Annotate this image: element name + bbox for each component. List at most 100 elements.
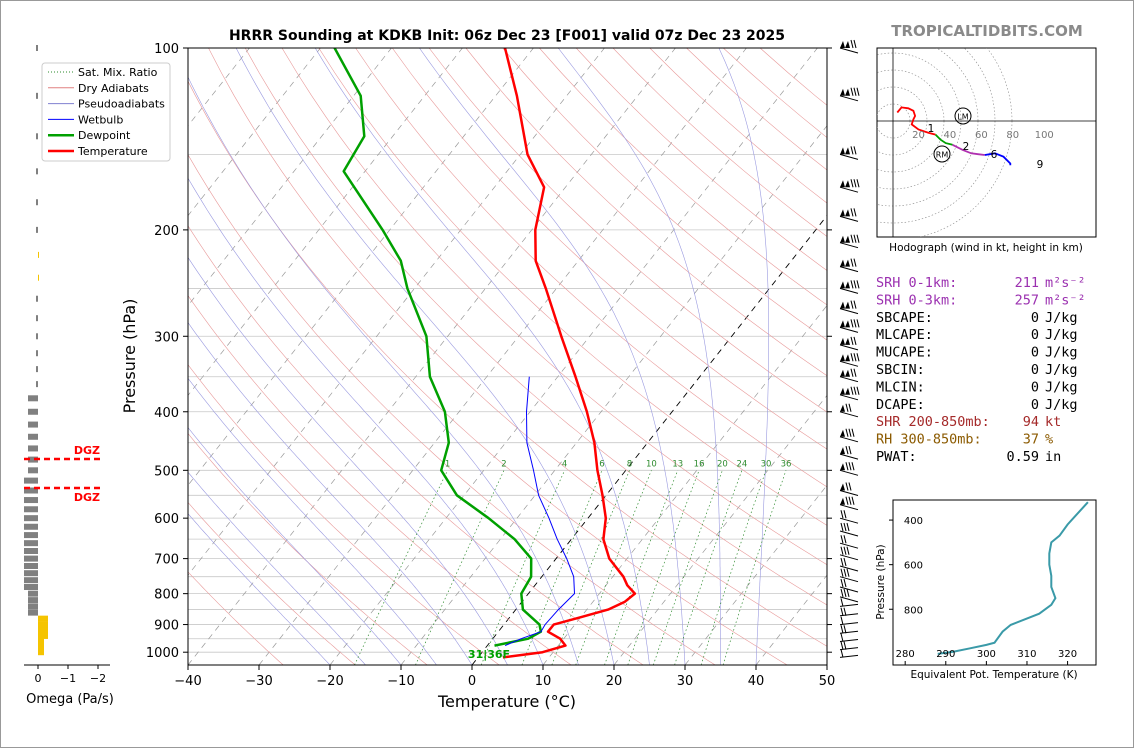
pseudoadiabat — [718, 48, 770, 665]
theta-e-xlabel: Equivalent Pot. Temperature (K) — [910, 669, 1077, 681]
wind-barb — [839, 353, 860, 367]
index-unit: m²s⁻² — [1045, 292, 1086, 308]
omega-bar — [38, 621, 48, 628]
wind-barb — [839, 496, 859, 511]
omega-bar — [28, 590, 38, 597]
omega-xlabel: Omega (Pa/s) — [26, 692, 114, 707]
omega-bar — [28, 597, 38, 604]
x-tick-label: 20 — [606, 674, 623, 689]
y-tick-label: 400 — [154, 406, 179, 421]
wind-barb — [839, 208, 859, 222]
mixing-ratio-label: 13 — [672, 459, 683, 469]
omega-bar — [24, 562, 38, 569]
omega-bar — [28, 421, 38, 428]
omega-bar — [24, 547, 38, 554]
wind-barb — [839, 588, 859, 603]
omega-tick-label: 0 — [35, 672, 42, 685]
storm-motion-lm-marker — [954, 107, 972, 125]
omega-bar — [36, 199, 38, 206]
omega-bar — [28, 603, 38, 610]
hodograph-height-label: 1 — [928, 123, 935, 135]
storm-motion-lm-label: LM — [957, 113, 968, 122]
index-unit: J/kg — [1045, 345, 1078, 361]
wind-barb — [839, 557, 859, 572]
y-tick-label: 500 — [154, 464, 179, 479]
omega-bar — [24, 506, 38, 513]
storm-motion-rm-marker — [933, 145, 951, 163]
wetbulb-profile — [504, 376, 575, 647]
omega-bar — [38, 274, 39, 281]
dry-adiabat — [244, 48, 827, 606]
x-tick-label: 30 — [677, 674, 694, 689]
mixing-ratio-line — [354, 470, 448, 665]
omega-bar — [28, 408, 38, 415]
pseudoadiabat — [557, 48, 721, 665]
wind-barb — [839, 633, 859, 642]
skewt-background-lines — [188, 48, 827, 665]
omega-tick-label: −2 — [90, 672, 106, 685]
dry-adiabat — [355, 48, 827, 488]
index-name: PWAT: — [876, 449, 917, 465]
mixing-ratio-label: 8 — [627, 459, 632, 469]
index-value: 211 — [1015, 275, 1039, 291]
temperature-profile — [502, 48, 637, 659]
y-tick-label: 100 — [154, 42, 179, 57]
legend-label: Dewpoint — [78, 129, 131, 142]
x-tick-label: 50 — [819, 674, 836, 689]
index-unit: J/kg — [1045, 327, 1078, 343]
hodograph-panel: 20 40 60 80 100 1 2 6 9 LM RM Hodograph (wind in k… — [876, 47, 1097, 254]
wind-barb — [839, 546, 859, 561]
index-unit: J/kg — [1045, 397, 1078, 413]
theta-e-panel: 280 290 300 310 320 400 600 800 Equivalent Pot.… — [875, 499, 1097, 681]
mixing-ratio-label: 20 — [717, 459, 728, 469]
omega-bar — [28, 433, 38, 440]
hodograph-ring-label: 100 — [1035, 130, 1054, 141]
storm-motion-rm-label: RM — [936, 151, 949, 160]
hodograph-trace — [952, 143, 985, 156]
dgz-bottom-label: DGZ — [74, 491, 100, 504]
dry-adiabat — [188, 502, 356, 665]
omega-bar — [24, 477, 38, 484]
x-tick-label: −10 — [387, 674, 414, 689]
wind-barb — [839, 179, 860, 193]
mixing-ratio-line — [652, 470, 723, 665]
omega-bar — [36, 381, 38, 388]
theta-e-xtick-label: 300 — [977, 649, 996, 660]
wind-barb — [839, 616, 859, 626]
index-value: 0 — [1031, 327, 1039, 343]
index-unit: J/kg — [1045, 362, 1078, 378]
surface-temp-label: 31|36F — [468, 648, 510, 661]
index-name: DCAPE: — [876, 397, 925, 413]
hodograph-trace — [934, 133, 953, 146]
omega-bar — [24, 555, 38, 562]
indices-panel: SRH 0-1km: 211 m²s⁻² SRH 0-3km: 257 m²s⁻² SBCA… — [876, 275, 1086, 465]
y-tick-label: 600 — [154, 512, 179, 527]
hodograph-height-label: 2 — [963, 141, 970, 153]
omega-bar — [28, 456, 38, 463]
omega-bar — [38, 638, 44, 645]
omega-bar — [38, 632, 48, 639]
pseudoadiabat — [188, 427, 402, 665]
index-name: MLCAPE: — [876, 327, 933, 343]
wind-barbs — [839, 39, 860, 658]
y-axis-label: Pressure (hPa) — [120, 299, 139, 414]
mixing-ratio-label: 24 — [736, 459, 747, 469]
omega-bar — [38, 649, 44, 656]
mixing-ratio-line — [604, 470, 679, 665]
y-tick-label: 700 — [154, 553, 179, 568]
index-name: MLCIN: — [876, 379, 925, 395]
dry-adiabat — [281, 48, 827, 566]
skewt-axis-ticks: −40 −30 −20 −10 0 10 20 30 40 50 100 200 300 400 500 60… — [146, 42, 835, 689]
mixing-ratio-line — [627, 470, 700, 665]
wind-barb — [839, 319, 860, 333]
pseudoadiabat — [188, 471, 366, 665]
wind-barb — [839, 598, 859, 607]
wind-barb — [839, 428, 859, 443]
hodograph-trace — [984, 152, 1012, 166]
index-unit: J/kg — [1045, 379, 1078, 395]
hodograph-ring-label: 20 — [912, 130, 925, 141]
y-tick-label: 800 — [154, 588, 179, 603]
index-name: SBCIN: — [876, 362, 925, 378]
brand-watermark: TROPICALTIDBITS.COM — [891, 22, 1083, 40]
